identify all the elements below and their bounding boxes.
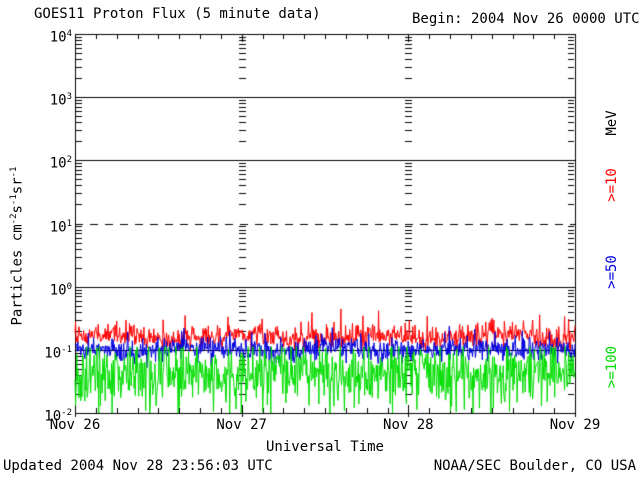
legend-series-label: >=100 [604, 345, 620, 389]
y-tick-label: 10-1 [44, 344, 72, 362]
chart-title: GOES11 Proton Flux (5 minute data) [34, 6, 321, 22]
updated-timestamp: Updated 2004 Nov 28 23:56:03 UTC [3, 458, 273, 474]
y-tick-label: 100 [49, 281, 72, 299]
x-tick-label: Nov 27 [216, 417, 267, 433]
legend-series-label: >=10 [604, 168, 620, 202]
y-tick-label: 102 [49, 155, 72, 172]
legend-series-label: >=50 [604, 255, 620, 289]
y-tick-label: 10-2 [44, 408, 72, 425]
credit-label: NOAA/SEC Boulder, CO USA [433, 458, 636, 474]
begin-time-label: Begin: 2004 Nov 26 0000 UTC [412, 11, 640, 27]
y-tick-label: 104 [49, 29, 72, 46]
x-tick-label: Nov 29 [549, 417, 601, 433]
x-tick-label: Nov 26 [49, 417, 101, 433]
x-axis-label: Universal Time [265, 439, 384, 455]
y-tick-label: 103 [49, 92, 72, 109]
y-axis-label: Particles cm-2s-1sr-1 [9, 166, 26, 326]
x-tick-label: Nov 28 [383, 417, 434, 433]
y-tick-label: 101 [49, 218, 72, 236]
